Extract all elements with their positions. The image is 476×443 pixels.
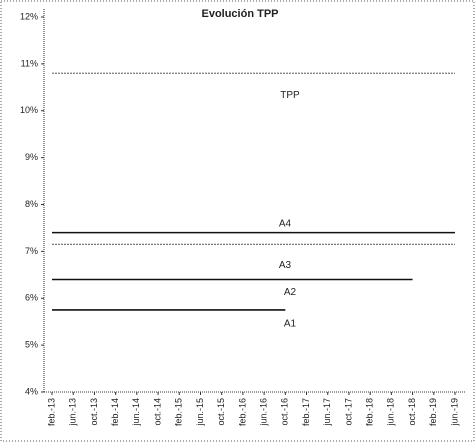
x-tick-label: feb.-17 [301,398,311,426]
chart-title: Evolución TPP [201,8,278,20]
x-tick-label: feb.-13 [46,398,56,426]
y-tick-label: 4% [25,386,38,396]
y-tick-label: 9% [25,152,38,162]
y-tick-label: 5% [25,340,38,350]
y-tick-label: 6% [25,293,38,303]
x-tick-label: oct.-17 [343,398,353,426]
x-tick-label: feb.-18 [365,398,375,426]
x-tick-label: oct.-18 [407,398,417,426]
x-tick-label: feb.-15 [174,398,184,426]
x-tick-label: oct.-15 [216,398,226,426]
y-tick-label: 8% [25,199,38,209]
x-tick-label: jun.-13 [68,398,78,427]
x-tick-label: feb.-14 [110,398,120,426]
series-label: A2 [284,287,297,298]
y-tick-label: 12% [20,11,38,21]
series-label: TPP [280,90,300,101]
x-tick-label: feb.-16 [237,398,247,426]
x-tick-label: jun.-19 [449,398,459,427]
x-tick-label: oct.-14 [152,398,162,426]
x-tick-label: feb.-19 [428,398,438,426]
y-tick-label: 10% [20,105,38,115]
x-tick-label: oct.-16 [280,398,290,426]
x-tick-label: jun.-15 [195,398,205,427]
series-label: A3 [279,260,292,271]
x-tick-label: jun.-14 [131,398,141,427]
y-tick-label: 11% [21,58,38,68]
x-tick-label: jun.-16 [258,398,268,427]
series-label: A4 [279,218,292,229]
x-tick-label: oct.-13 [89,398,99,426]
y-tick-label: 7% [25,246,38,256]
series-label: A1 [284,319,297,330]
x-tick-label: jun.-17 [322,398,332,427]
x-tick-label: jun.-18 [386,398,396,427]
